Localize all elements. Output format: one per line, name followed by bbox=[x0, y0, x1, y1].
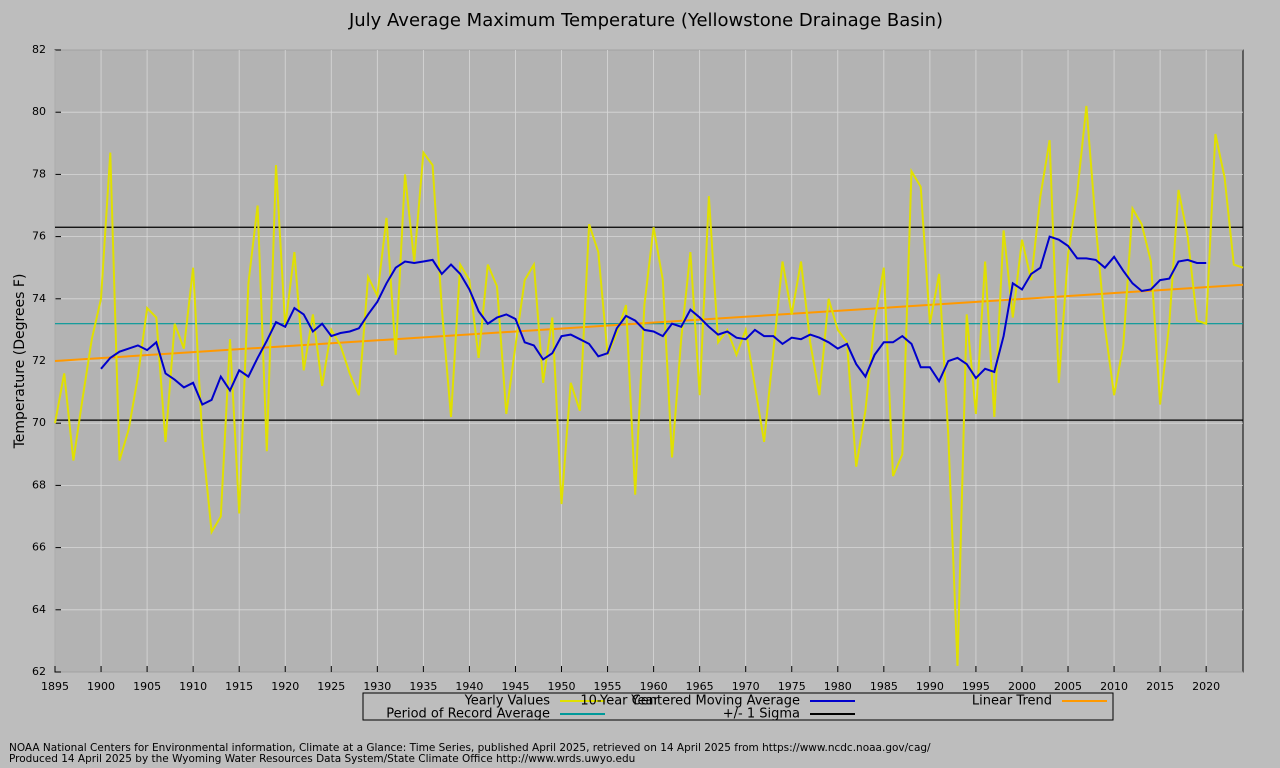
legend-label: Yearly Values bbox=[464, 694, 551, 709]
x-tick-label: 2005 bbox=[1054, 680, 1082, 693]
x-tick-label: 1960 bbox=[640, 680, 668, 693]
x-tick-label: 1900 bbox=[87, 680, 115, 693]
y-tick-label: 80 bbox=[32, 105, 46, 118]
x-tick-label: 2020 bbox=[1192, 680, 1220, 693]
legend-label: Period of Record Average bbox=[386, 707, 550, 722]
x-tick-label: 1895 bbox=[41, 680, 69, 693]
legend bbox=[362, 692, 1114, 721]
y-tick-label: 78 bbox=[32, 167, 46, 180]
y-axis-label: Temperature (Degrees F) bbox=[12, 274, 28, 450]
x-tick-label: 2000 bbox=[1008, 680, 1036, 693]
y-tick-label: 68 bbox=[32, 478, 46, 491]
x-tick-label: 1965 bbox=[686, 680, 714, 693]
y-tick-label: 64 bbox=[32, 603, 46, 616]
x-tick-label: 1905 bbox=[133, 680, 161, 693]
x-tick-label: 1990 bbox=[916, 680, 944, 693]
chart-title: July Average Maximum Temperature (Yellow… bbox=[348, 10, 943, 31]
x-tick-label: 1915 bbox=[225, 680, 253, 693]
x-tick-label: 1950 bbox=[548, 680, 576, 693]
source-note: NOAA National Centers for Environmental … bbox=[9, 742, 931, 754]
x-axis-label: Year bbox=[630, 694, 659, 709]
x-tick-label: 1980 bbox=[824, 680, 852, 693]
x-tick-label: 1935 bbox=[409, 680, 437, 693]
x-tick-label: 1985 bbox=[870, 680, 898, 693]
x-tick-label: 1970 bbox=[732, 680, 760, 693]
series-line bbox=[54, 105, 1244, 666]
x-tick-label: 1940 bbox=[455, 680, 483, 693]
series-line bbox=[100, 235, 1207, 406]
x-tick-label: 2010 bbox=[1100, 680, 1128, 693]
x-tick-label: 1955 bbox=[594, 680, 622, 693]
x-tick-label: 1925 bbox=[317, 680, 345, 693]
x-tick-label: 2015 bbox=[1146, 680, 1174, 693]
y-tick-label: 74 bbox=[32, 292, 46, 305]
x-tick-label: 1995 bbox=[962, 680, 990, 693]
y-tick-label: 82 bbox=[32, 43, 46, 56]
legend-label: +/- 1 Sigma bbox=[723, 707, 800, 722]
series-line bbox=[54, 283, 1244, 362]
credit-note: Produced 14 April 2025 by the Wyoming Wa… bbox=[9, 753, 635, 765]
y-tick-label: 70 bbox=[32, 416, 46, 429]
y-tick-label: 72 bbox=[32, 354, 46, 367]
x-tick-label: 1920 bbox=[271, 680, 299, 693]
x-tick-label: 1945 bbox=[501, 680, 529, 693]
legend-label: Linear Trend bbox=[972, 694, 1052, 709]
x-tick-label: 1975 bbox=[778, 680, 806, 693]
legend-label: 10-Year Centered Moving Average bbox=[580, 694, 800, 709]
x-tick-label: 1910 bbox=[179, 680, 207, 693]
x-tick-label: 1930 bbox=[363, 680, 391, 693]
y-tick-label: 62 bbox=[32, 665, 46, 678]
y-tick-label: 66 bbox=[32, 541, 46, 554]
y-tick-label: 76 bbox=[32, 230, 46, 243]
